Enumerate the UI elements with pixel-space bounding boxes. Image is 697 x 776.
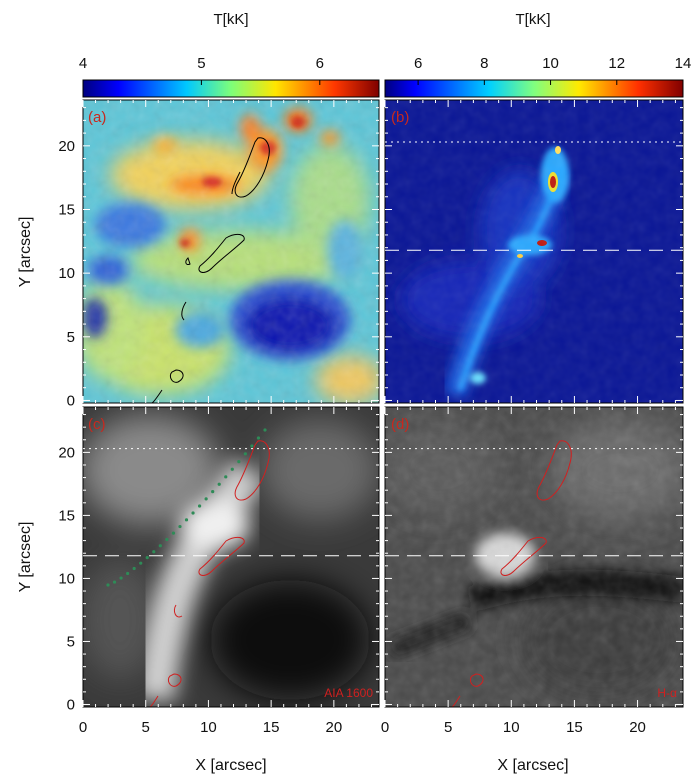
green-dot bbox=[197, 504, 202, 508]
panel-d-frame bbox=[384, 406, 684, 708]
y-tick-label: 5 bbox=[67, 633, 75, 650]
colorbar-right bbox=[384, 79, 684, 98]
reference-lines bbox=[83, 141, 683, 557]
panel-d-image bbox=[385, 407, 683, 707]
x-axis-title-right: X [arcsec] bbox=[497, 757, 568, 774]
colorbar-tick-label: 6 bbox=[414, 55, 422, 72]
y-tick-label: 5 bbox=[67, 329, 75, 346]
green-dot bbox=[211, 490, 215, 494]
colorbar-tick-label: 4 bbox=[79, 55, 87, 72]
green-dot bbox=[171, 531, 176, 535]
panel-b-frame bbox=[384, 99, 684, 404]
y-tick-label: 15 bbox=[58, 201, 75, 218]
green-dot bbox=[178, 524, 182, 529]
green-dot bbox=[126, 571, 130, 576]
x-tick-label: 5 bbox=[142, 719, 150, 736]
y-tick-label: 20 bbox=[58, 138, 75, 155]
panel-c-frame bbox=[82, 406, 380, 708]
x-tick-label: 10 bbox=[503, 719, 520, 736]
panel-a-image bbox=[83, 100, 379, 403]
panel-a-frame bbox=[82, 99, 380, 404]
green-dot bbox=[106, 583, 110, 587]
y-tick-label: 0 bbox=[67, 696, 75, 713]
colorbar-right-ticks bbox=[417, 80, 684, 85]
y-tick-label: 15 bbox=[58, 507, 75, 524]
x-tick-label: 10 bbox=[200, 719, 217, 736]
axis-ticks bbox=[82, 100, 683, 707]
y-tick-label: 10 bbox=[58, 265, 75, 282]
green-dot bbox=[112, 580, 117, 584]
x-tick-label: 0 bbox=[381, 719, 389, 736]
green-dot bbox=[217, 482, 221, 486]
x-tick-label: 0 bbox=[79, 719, 87, 736]
y-tick-label: 10 bbox=[58, 570, 75, 587]
colorbar-tick-label: 10 bbox=[542, 55, 559, 72]
green-dot bbox=[237, 459, 241, 464]
green-dot bbox=[139, 561, 143, 565]
green-dot bbox=[224, 475, 228, 479]
green-dot bbox=[184, 518, 189, 522]
x-tick-label: 20 bbox=[326, 719, 343, 736]
y-axis-title-bottom: Y [arcsec] bbox=[17, 522, 34, 593]
colorbar-tick-label: 8 bbox=[480, 55, 488, 72]
colorbar-left bbox=[82, 79, 380, 98]
green-dot bbox=[243, 452, 247, 456]
green-dotted-path bbox=[106, 428, 267, 587]
colorbar-left-label: T[kK] bbox=[213, 11, 248, 28]
colorbar-left-ticks bbox=[82, 80, 321, 85]
green-dot bbox=[204, 497, 208, 501]
green-dot bbox=[145, 555, 149, 560]
panel-a-label: (a) bbox=[88, 109, 106, 126]
panel-b-image bbox=[385, 100, 683, 403]
panel-c-label: (c) bbox=[88, 416, 106, 433]
green-dot bbox=[165, 537, 169, 542]
x-tick-label: 15 bbox=[566, 719, 583, 736]
colorbar-right-label: T[kK] bbox=[515, 11, 550, 28]
y-axis-title-top: Y [arcsec] bbox=[17, 217, 34, 288]
y-tick-label: 20 bbox=[58, 444, 75, 461]
axis-tick-labels: 0 5 10 15 20 0 5 10 15 20 0 5 10 15 20 0 5 10 15 20 bbox=[58, 138, 646, 736]
green-dot bbox=[250, 444, 254, 448]
colorbar-tick-label: 12 bbox=[608, 55, 625, 72]
colorbar-right-tick-labels: 6 8 10 12 14 bbox=[414, 55, 691, 72]
green-dot bbox=[152, 550, 156, 554]
panel-d-label: (d) bbox=[391, 416, 409, 433]
y-tick-label: 0 bbox=[67, 392, 75, 409]
colorbar-left-tick-labels: 4 5 6 bbox=[79, 55, 324, 72]
colorbar-tick-label: 5 bbox=[197, 55, 205, 72]
green-dot bbox=[230, 467, 234, 471]
panel-b-label: (b) bbox=[391, 109, 409, 126]
panel-c-annotation: AIA 1600 bbox=[324, 686, 373, 700]
panel-d-annotation: H-α bbox=[657, 686, 677, 700]
x-tick-label: 15 bbox=[263, 719, 280, 736]
green-dot bbox=[119, 576, 123, 580]
x-tick-label: 20 bbox=[629, 719, 646, 736]
x-tick-label: 5 bbox=[444, 719, 452, 736]
green-dot bbox=[132, 566, 136, 571]
green-dot bbox=[191, 511, 195, 515]
colorbar-tick-label: 14 bbox=[675, 55, 692, 72]
green-dot bbox=[256, 436, 261, 440]
green-dot bbox=[263, 428, 267, 432]
panel-c-image bbox=[83, 407, 379, 707]
colorbar-tick-label: 6 bbox=[316, 55, 324, 72]
x-axis-title-left: X [arcsec] bbox=[195, 757, 266, 774]
green-dot bbox=[158, 544, 162, 548]
